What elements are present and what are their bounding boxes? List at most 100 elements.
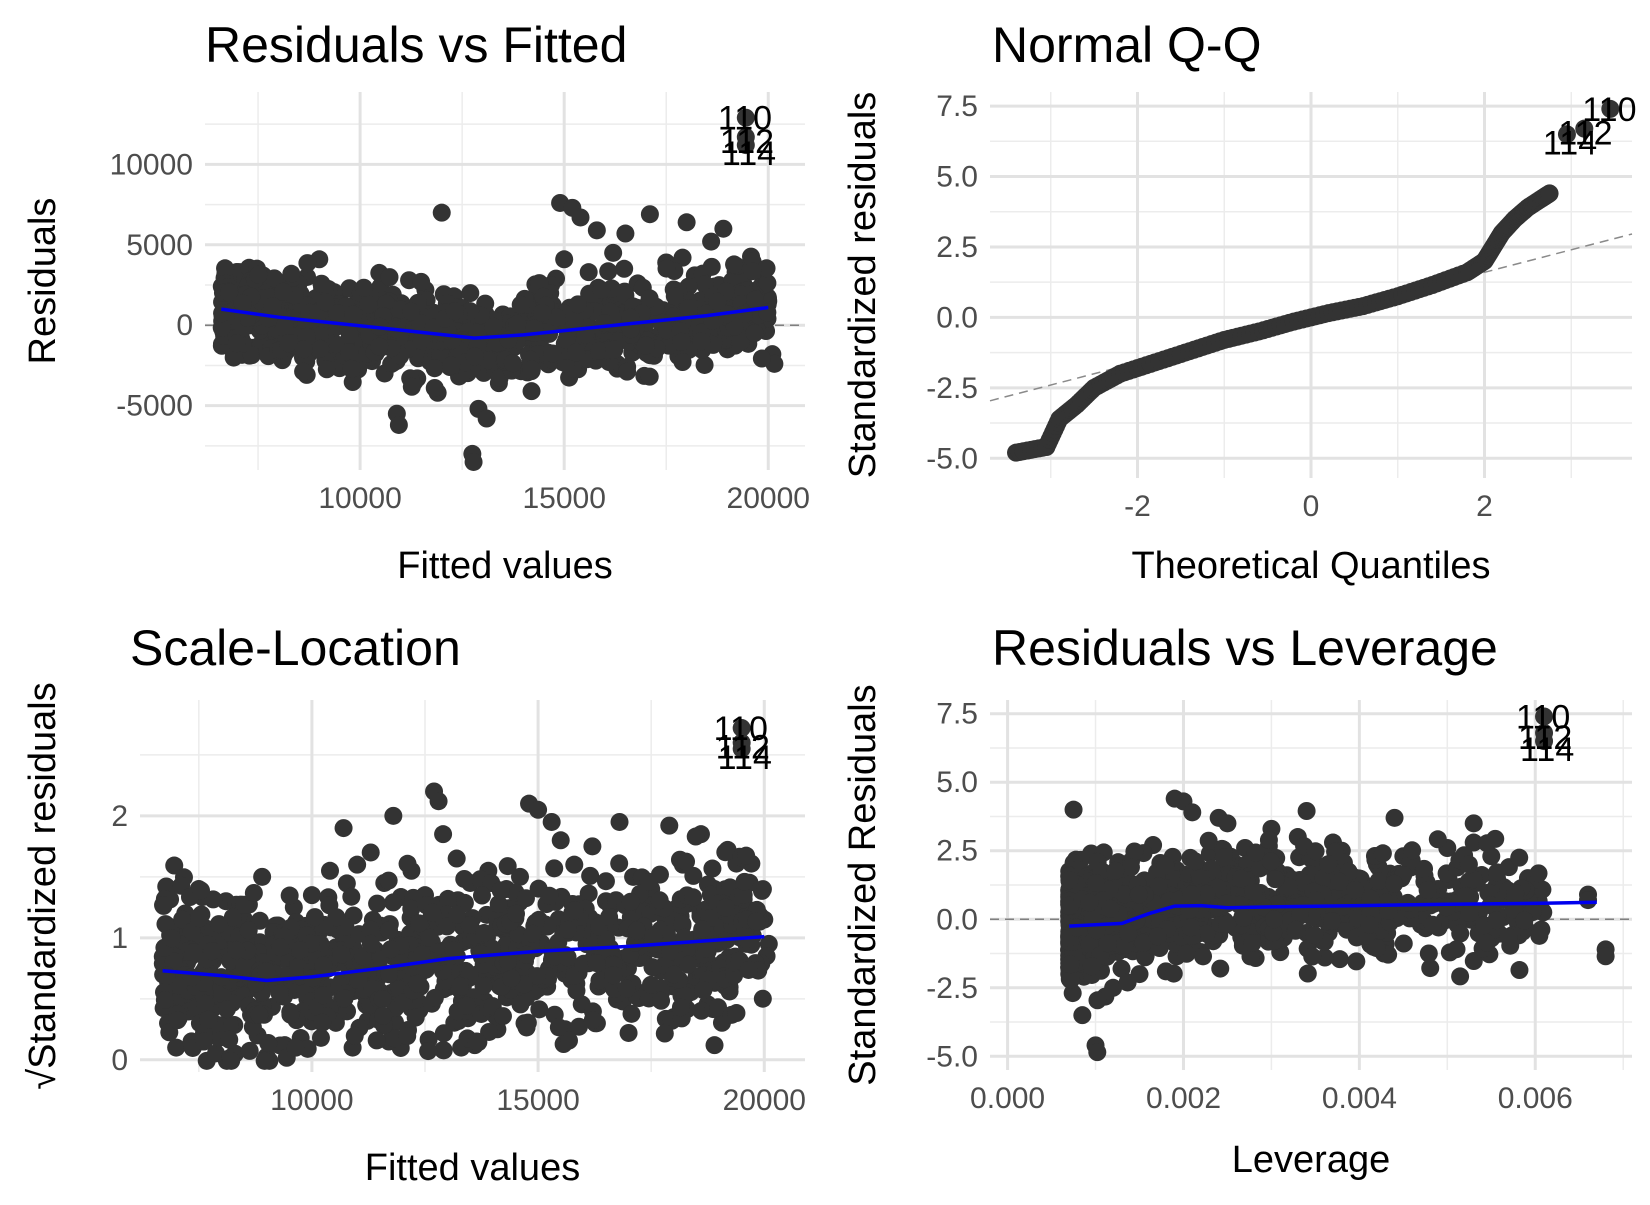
data-point: [1218, 915, 1237, 934]
data-point: [694, 981, 713, 1000]
data-point: [349, 970, 368, 989]
data-point: [747, 912, 766, 931]
data-point: [1419, 944, 1438, 963]
data-point: [615, 259, 634, 278]
y-axis-title: Standardized residuals: [842, 92, 884, 479]
data-point: [672, 332, 691, 351]
data-point: [702, 257, 721, 276]
x-tick-label: 0.004: [1322, 1082, 1397, 1115]
data-point: [697, 939, 716, 958]
data-point: [1080, 935, 1099, 954]
data-point: [1306, 842, 1325, 861]
data-point: [498, 857, 517, 876]
data-point: [1287, 920, 1306, 939]
data-point: [223, 908, 242, 927]
data-point: [1314, 869, 1333, 888]
data-point: [314, 986, 333, 1005]
data-point: [429, 792, 448, 811]
data-point: [1073, 1006, 1092, 1025]
data-point: [568, 295, 587, 314]
data-point: [1266, 870, 1285, 889]
panel-title: Scale-Location: [130, 620, 461, 676]
data-point: [1182, 918, 1201, 937]
data-point: [222, 1051, 241, 1070]
data-point: [1265, 910, 1284, 929]
data-point: [317, 360, 336, 379]
data-point: [665, 965, 684, 984]
data-point: [530, 274, 549, 293]
data-point: [274, 282, 293, 301]
data-point: [1261, 852, 1280, 871]
outlier-point: [736, 136, 755, 155]
data-point: [445, 302, 464, 321]
data-point: [434, 1041, 453, 1060]
outlier-point: [1557, 125, 1576, 144]
outlier-label: 114: [722, 135, 776, 173]
data-point: [559, 1031, 578, 1050]
data-point: [1234, 908, 1253, 927]
data-point: [1303, 947, 1322, 966]
x-tick-label: 2: [1476, 490, 1493, 523]
data-point: [311, 339, 330, 358]
data-point: [1067, 918, 1086, 937]
data-point: [686, 827, 705, 846]
data-point: [213, 304, 232, 323]
data-point: [1098, 934, 1117, 953]
data-point: [182, 922, 201, 941]
data-point: [1437, 898, 1456, 917]
data-point: [413, 945, 432, 964]
data-point: [590, 971, 609, 990]
data-point: [1360, 915, 1379, 934]
data-point: [657, 321, 676, 340]
data-point: [592, 280, 611, 299]
data-point: [479, 351, 498, 370]
data-point: [1241, 947, 1260, 966]
data-point: [250, 1005, 269, 1024]
data-point: [684, 888, 703, 907]
data-point: [1211, 959, 1230, 978]
data-point: [1119, 924, 1138, 943]
x-tick-label: 15000: [522, 482, 605, 515]
data-point: [660, 816, 679, 835]
outlier-label: 112: [1558, 115, 1612, 153]
data-point: [565, 855, 584, 874]
data-point: [1510, 961, 1529, 980]
data-point: [423, 903, 442, 922]
data-point: [618, 362, 637, 381]
x-tick-label: 20000: [727, 482, 810, 515]
data-point: [235, 956, 254, 975]
data-point: [199, 1010, 218, 1029]
data-point: [1464, 833, 1483, 852]
data-point: [499, 330, 518, 349]
gridlines: [990, 92, 1632, 478]
data-point: [640, 367, 659, 386]
data-point: [1451, 967, 1470, 986]
data-points: [1007, 99, 1620, 462]
data-point: [1101, 899, 1120, 918]
data-point: [419, 1042, 438, 1061]
data-points: [212, 108, 784, 471]
data-point: [220, 1016, 239, 1035]
data-point: [1428, 830, 1447, 849]
data-point: [327, 908, 346, 927]
data-point: [643, 958, 662, 977]
data-point: [665, 287, 684, 306]
data-point: [480, 1022, 499, 1041]
data-point: [216, 259, 235, 278]
data-point: [522, 360, 541, 379]
data-point: [599, 262, 618, 281]
data-point: [220, 283, 239, 302]
y-tick-label: 0.0: [936, 903, 978, 936]
data-point: [1330, 872, 1349, 891]
data-point: [1451, 924, 1470, 943]
data-point: [587, 221, 606, 240]
data-point: [361, 843, 380, 862]
data-point: [442, 356, 461, 375]
data-point: [621, 892, 640, 911]
data-point: [281, 1005, 300, 1024]
outlier-label: 110: [714, 710, 768, 748]
data-point: [340, 325, 359, 344]
data-point: [380, 268, 399, 287]
y-axis-title: Residuals: [22, 198, 64, 365]
data-point: [227, 941, 246, 960]
